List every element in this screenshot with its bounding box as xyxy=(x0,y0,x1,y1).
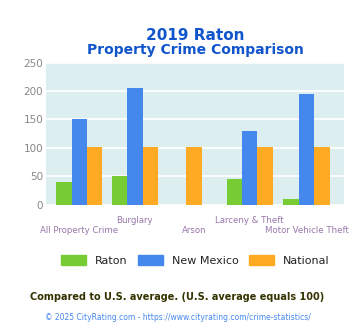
Bar xyxy=(257,147,273,205)
Bar xyxy=(283,200,299,205)
Legend: Raton, New Mexico, National: Raton, New Mexico, National xyxy=(57,250,334,270)
Bar xyxy=(112,176,127,205)
Bar xyxy=(127,88,143,205)
Text: Burglary: Burglary xyxy=(116,216,153,225)
Bar xyxy=(143,147,158,205)
Text: Larceny & Theft: Larceny & Theft xyxy=(215,216,284,225)
Bar xyxy=(242,131,257,205)
Bar xyxy=(87,147,102,205)
Text: Property Crime Comparison: Property Crime Comparison xyxy=(87,43,304,57)
Bar xyxy=(186,147,202,205)
Text: Motor Vehicle Theft: Motor Vehicle Theft xyxy=(264,226,348,235)
Bar xyxy=(314,147,329,205)
Text: 2019 Raton: 2019 Raton xyxy=(146,28,245,43)
Text: All Property Crime: All Property Crime xyxy=(40,226,118,235)
Bar xyxy=(56,182,72,205)
Bar xyxy=(226,179,242,205)
Bar xyxy=(299,94,314,205)
Text: Compared to U.S. average. (U.S. average equals 100): Compared to U.S. average. (U.S. average … xyxy=(31,292,324,302)
Text: © 2025 CityRating.com - https://www.cityrating.com/crime-statistics/: © 2025 CityRating.com - https://www.city… xyxy=(45,313,310,322)
Bar xyxy=(72,119,87,205)
Text: Arson: Arson xyxy=(182,226,206,235)
